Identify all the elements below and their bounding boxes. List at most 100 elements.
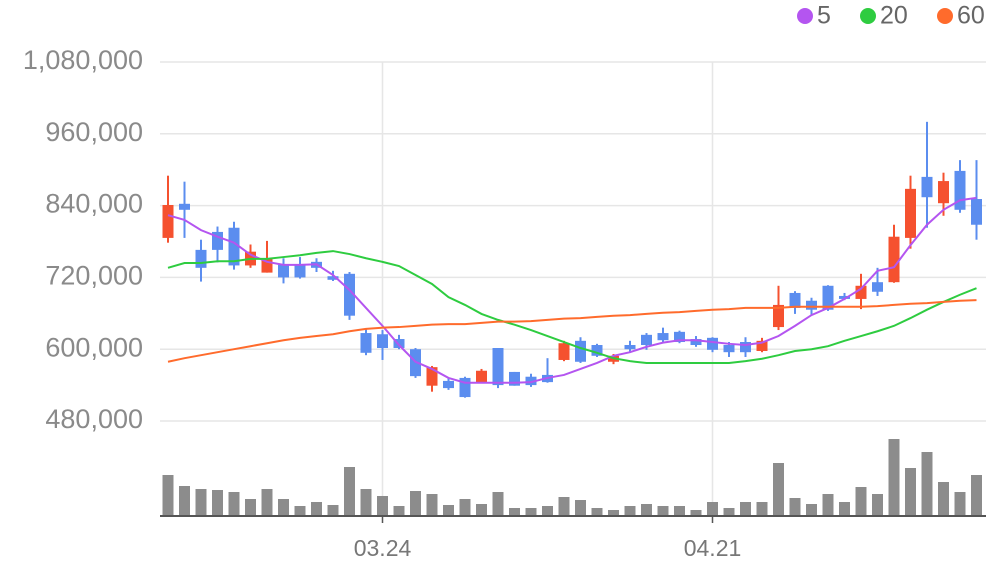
candle-body (773, 304, 784, 328)
volume-bar (723, 508, 735, 516)
volume-bar (393, 506, 405, 516)
volume-bar (657, 506, 669, 516)
candle-body (921, 176, 933, 198)
volume-bar (872, 494, 883, 516)
candle-body (162, 205, 174, 238)
volume-bar (459, 499, 471, 516)
volume-bar (377, 496, 388, 516)
candle-body (971, 199, 982, 225)
legend-marker (937, 8, 953, 24)
y-tick-label: 720,000 (45, 261, 143, 291)
volume-bar (806, 504, 817, 516)
candle-body (344, 273, 355, 316)
candle-body (509, 371, 520, 386)
y-tick-label: 600,000 (45, 332, 143, 362)
candle-body (525, 376, 537, 386)
volume-bar (509, 508, 520, 516)
volume-bar (476, 504, 487, 516)
volume-bar (855, 487, 867, 516)
candle-body (212, 231, 223, 250)
x-tick-label: 04.21 (684, 535, 742, 561)
candle-body (179, 203, 190, 210)
candle-body (839, 295, 850, 299)
legend-marker (797, 8, 813, 24)
candle-body (459, 377, 471, 398)
volume-bar (410, 491, 421, 516)
candle-body (789, 292, 801, 308)
volume-bar (228, 492, 240, 516)
candle-body (674, 331, 685, 343)
ma-line (167, 299, 977, 363)
candle-body (740, 342, 751, 353)
y-tick-label: 960,000 (45, 117, 143, 147)
candle-body (690, 339, 702, 346)
legend-marker (860, 8, 876, 24)
volume-bar (789, 498, 801, 516)
y-tick-label: 1,080,000 (23, 45, 143, 75)
candle-body (888, 236, 900, 283)
volume-bar (195, 489, 207, 516)
ma-line (167, 250, 977, 364)
candle-body (657, 333, 669, 341)
legend-label: 60 (957, 2, 985, 30)
candle-body (558, 343, 570, 360)
candle-body (855, 285, 867, 299)
volume-bar (525, 508, 537, 516)
volume-bar (624, 506, 636, 516)
volume-bar (492, 492, 504, 516)
candle-body (723, 345, 735, 353)
volume-bar (690, 510, 702, 516)
volume-bar (245, 499, 256, 516)
candle-body (822, 285, 834, 310)
candle-body (806, 300, 817, 310)
volume-bar (212, 490, 223, 516)
volume-bar (591, 508, 603, 516)
volume-bar (888, 439, 900, 516)
candle-body (641, 334, 652, 346)
candle-body (261, 258, 273, 273)
volume-bar (443, 505, 454, 516)
volume-bar (426, 494, 438, 516)
candle-body (228, 227, 240, 266)
candle-body (443, 380, 454, 389)
volume-bar (740, 502, 751, 516)
candle-body (938, 181, 949, 204)
volume-bar (954, 492, 966, 516)
candle-body (195, 249, 207, 268)
volume-bar (839, 502, 850, 516)
candle-body (624, 345, 636, 350)
x-tick-label: 03.24 (354, 535, 412, 561)
volume-bar (971, 475, 982, 516)
volume-bar (344, 467, 355, 516)
candle-body (756, 340, 768, 351)
y-tick-label: 840,000 (45, 189, 143, 219)
candle-body (591, 345, 603, 356)
volume-bar (756, 502, 768, 516)
volume-bar (542, 506, 553, 516)
volume-bar (558, 497, 570, 516)
volume-bar (905, 468, 916, 516)
candle-body (872, 282, 883, 292)
volume-bar (608, 510, 619, 516)
candle-body (278, 264, 289, 278)
candle-body (294, 264, 306, 278)
candle-body (575, 340, 586, 362)
candle-body (707, 337, 718, 350)
candle-body (360, 333, 372, 353)
y-tick-label: 480,000 (45, 404, 143, 434)
volume-bar (938, 482, 949, 516)
volume-bar (179, 486, 190, 516)
volume-bar (311, 502, 322, 516)
volume-bar (360, 489, 372, 516)
candle-body (476, 370, 487, 383)
legend-label: 5 (817, 2, 831, 30)
candle-body (377, 334, 388, 349)
volume-bar (294, 506, 306, 516)
volume-bar (641, 504, 652, 516)
volume-bar (674, 506, 685, 516)
volume-bar (707, 502, 718, 516)
volume-bar (575, 500, 586, 516)
volume-bar (921, 452, 933, 516)
